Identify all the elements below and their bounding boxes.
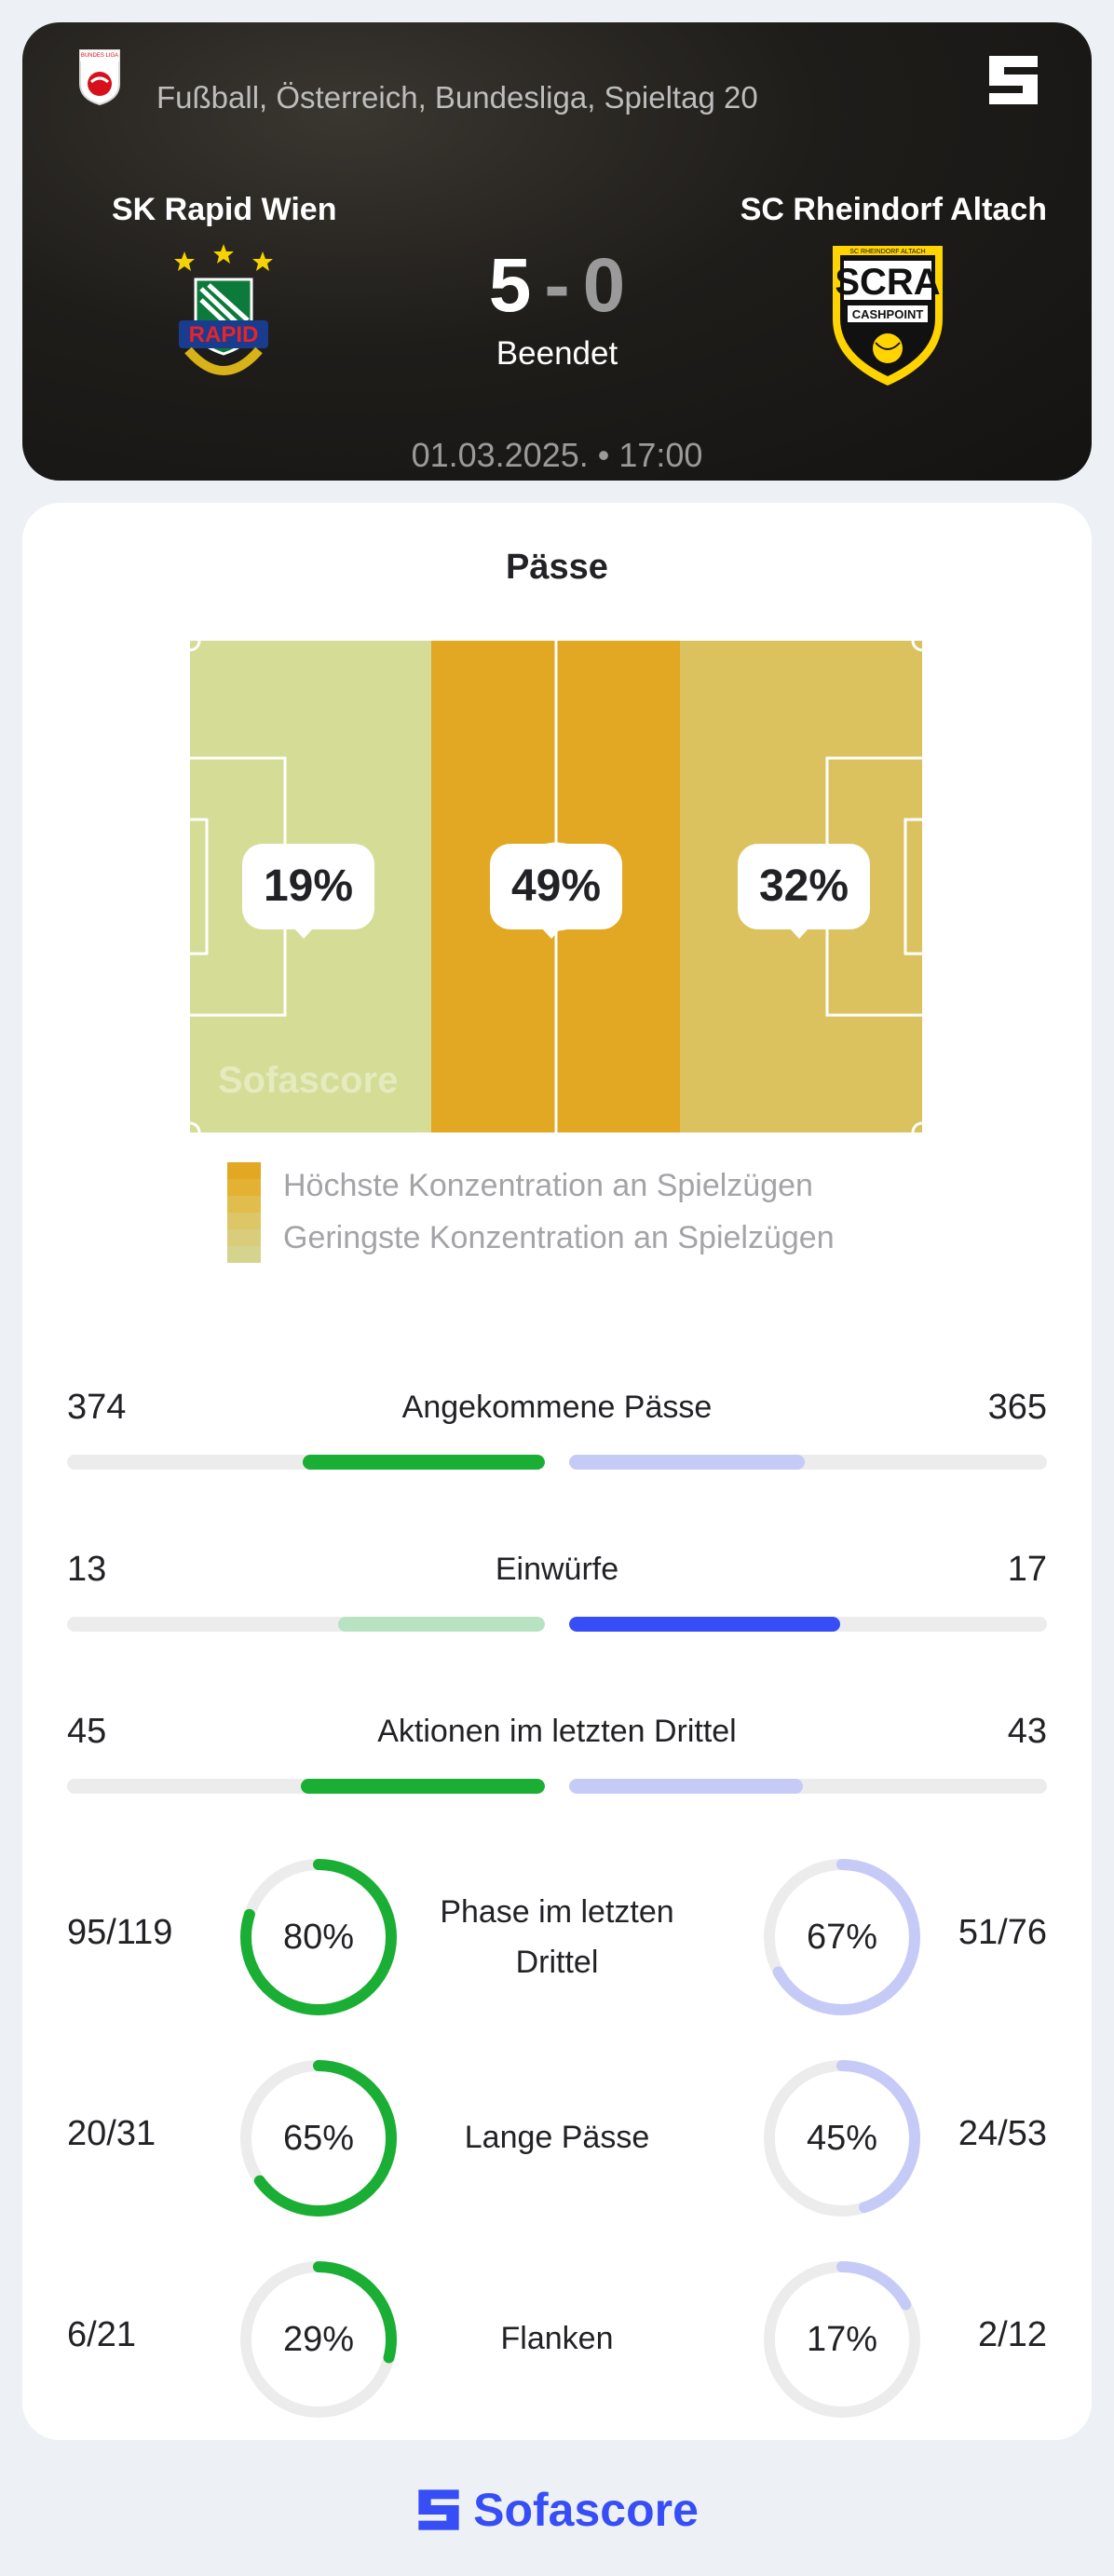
away-value: 17 [1007,1550,1047,1589]
home-bar-track [67,1455,545,1470]
pass-heatmap-pitch: 19% 49% 32% Sofascore [190,641,922,1132]
away-bar-track [569,1455,1047,1470]
away-bar-fill [569,1779,803,1794]
away-logo-sub-text: CASHPOINT [852,307,924,321]
legend-swatch [227,1179,261,1196]
legend-high-label: Höchste Konzentration an Spielzügen [283,1168,813,1203]
legend-swatch [227,1162,261,1179]
away-value: 43 [1007,1712,1047,1751]
away-team-name[interactable]: SC Rheindorf Altach [740,192,1047,227]
ring-chart [764,2261,920,2418]
league-logo-text: BUNDES LIGA [81,53,118,59]
match-header: BUNDES LIGA Fußball, Österreich, Bundesl… [22,22,1092,481]
stat-row: 13 Einwürfe 17 [67,1550,1047,1643]
altach-logo[interactable]: SC RHEINDORF ALTACH SCRA CASHPOINT [827,240,948,389]
away-fraction: 24/53 [958,2114,1047,2153]
stat-label: Lange Pässe [464,2120,650,2155]
stat-label: Angekommene Pässe [401,1390,713,1425]
score: 5-0 [22,242,1092,330]
away-ring: 45% [764,2060,920,2217]
match-datetime: 01.03.2025. • 17:00 [411,436,703,474]
ring-chart [764,2060,920,2217]
heatmap-legend-scale [227,1162,261,1263]
home-ring: 29% [240,2261,397,2418]
stat-label: Phase im letzten Drittel [440,1894,674,1980]
away-bar-track [569,1779,1047,1794]
section-title: Pässe [506,548,608,587]
home-bar-fill [337,1617,545,1632]
home-fraction: 20/31 [67,2114,156,2153]
away-percentage: 17% [806,2320,878,2359]
ring-stat-row: 20/31 65% Lange Pässe 45% 24/53 [67,2060,1047,2218]
away-fraction: 2/12 [978,2315,1047,2354]
passes-card: Pässe 19% 49% 32% Sofascore Höchste Konz… [22,503,1092,2440]
ring-fill [240,1859,397,2015]
ring-chart [240,2261,397,2418]
ring-fill [764,1859,920,2015]
home-percentage: 29% [282,2320,355,2359]
home-percentage: 65% [282,2119,355,2158]
away-score: 0 [582,243,626,328]
zone-left-percentage: 19% [242,844,374,939]
away-bar-fill [569,1617,840,1632]
away-percentage: 67% [806,1918,878,1957]
sofascore-logo-icon [418,2489,459,2530]
stat-row: 374 Angekommene Pässe 365 [67,1388,1047,1481]
score-separator: - [544,243,570,328]
sofascore-icon[interactable] [985,52,1041,108]
legend-swatch [227,1196,261,1213]
stat-label: Einwürfe [495,1552,619,1587]
home-bar-track [67,1779,545,1794]
ring-stat-row: 6/21 29% Flanken 17% 2/12 [67,2261,1047,2420]
home-value: 45 [67,1712,107,1751]
away-ring: 67% [764,1859,920,2015]
home-logo-text: RAPID [189,322,259,347]
legend-swatch [227,1229,261,1246]
home-bar-fill [300,1779,545,1794]
home-value: 13 [67,1550,107,1589]
ring-fill [240,2261,397,2418]
home-bar-track [67,1617,545,1632]
home-ring: 65% [240,2060,397,2217]
legend-swatch [227,1246,261,1263]
away-ring: 17% [764,2261,920,2418]
zone-middle-percentage: 49% [490,844,622,939]
ring-chart [240,2060,397,2217]
ring-stat-row: 95/119 80% Phase im letzten Drittel 67% … [67,1859,1047,2017]
bundesliga-logo: BUNDES LIGA [79,49,120,106]
home-team-name[interactable]: SK Rapid Wien [112,192,337,227]
away-fraction: 51/76 [958,1913,1047,1952]
stat-row: 45 Aktionen im letzten Drittel 43 [67,1712,1047,1805]
footer-brand-text: Sofascore [473,2484,699,2536]
ring-fill [240,2060,397,2217]
home-fraction: 6/21 [67,2315,136,2354]
home-fraction: 95/119 [67,1913,173,1952]
home-bar-fill [303,1455,545,1470]
zone-right-percentage: 32% [738,844,870,939]
ring-fill [764,2261,920,2418]
stat-label: Aktionen im letzten Drittel [377,1714,737,1749]
away-bar-fill [569,1455,806,1470]
home-ring: 80% [240,1859,397,2015]
match-status: Beendet [496,335,618,372]
away-logo-top-text: SC RHEINDORF ALTACH [849,249,925,255]
away-bar-track [569,1617,1047,1632]
home-value: 374 [67,1388,127,1427]
legend-swatch [227,1213,261,1229]
legend-low-label: Geringste Konzentration an Spielzügen [283,1220,835,1255]
home-score: 5 [488,243,532,328]
stat-label: Flanken [500,2321,614,2356]
away-logo-text: SCRA [835,262,940,303]
home-percentage: 80% [282,1918,355,1957]
away-percentage: 45% [806,2119,878,2158]
footer-brand[interactable]: Sofascore [0,2483,1114,2538]
ring-chart [240,1859,397,2015]
away-value: 365 [987,1388,1047,1427]
ring-chart [764,1859,920,2015]
sofascore-watermark: Sofascore [218,1060,399,1101]
ring-fill [764,2060,920,2217]
rapid-wien-logo[interactable]: RAPID [168,242,279,391]
breadcrumb[interactable]: Fußball, Österreich, Bundesliga, Spielta… [156,80,758,115]
